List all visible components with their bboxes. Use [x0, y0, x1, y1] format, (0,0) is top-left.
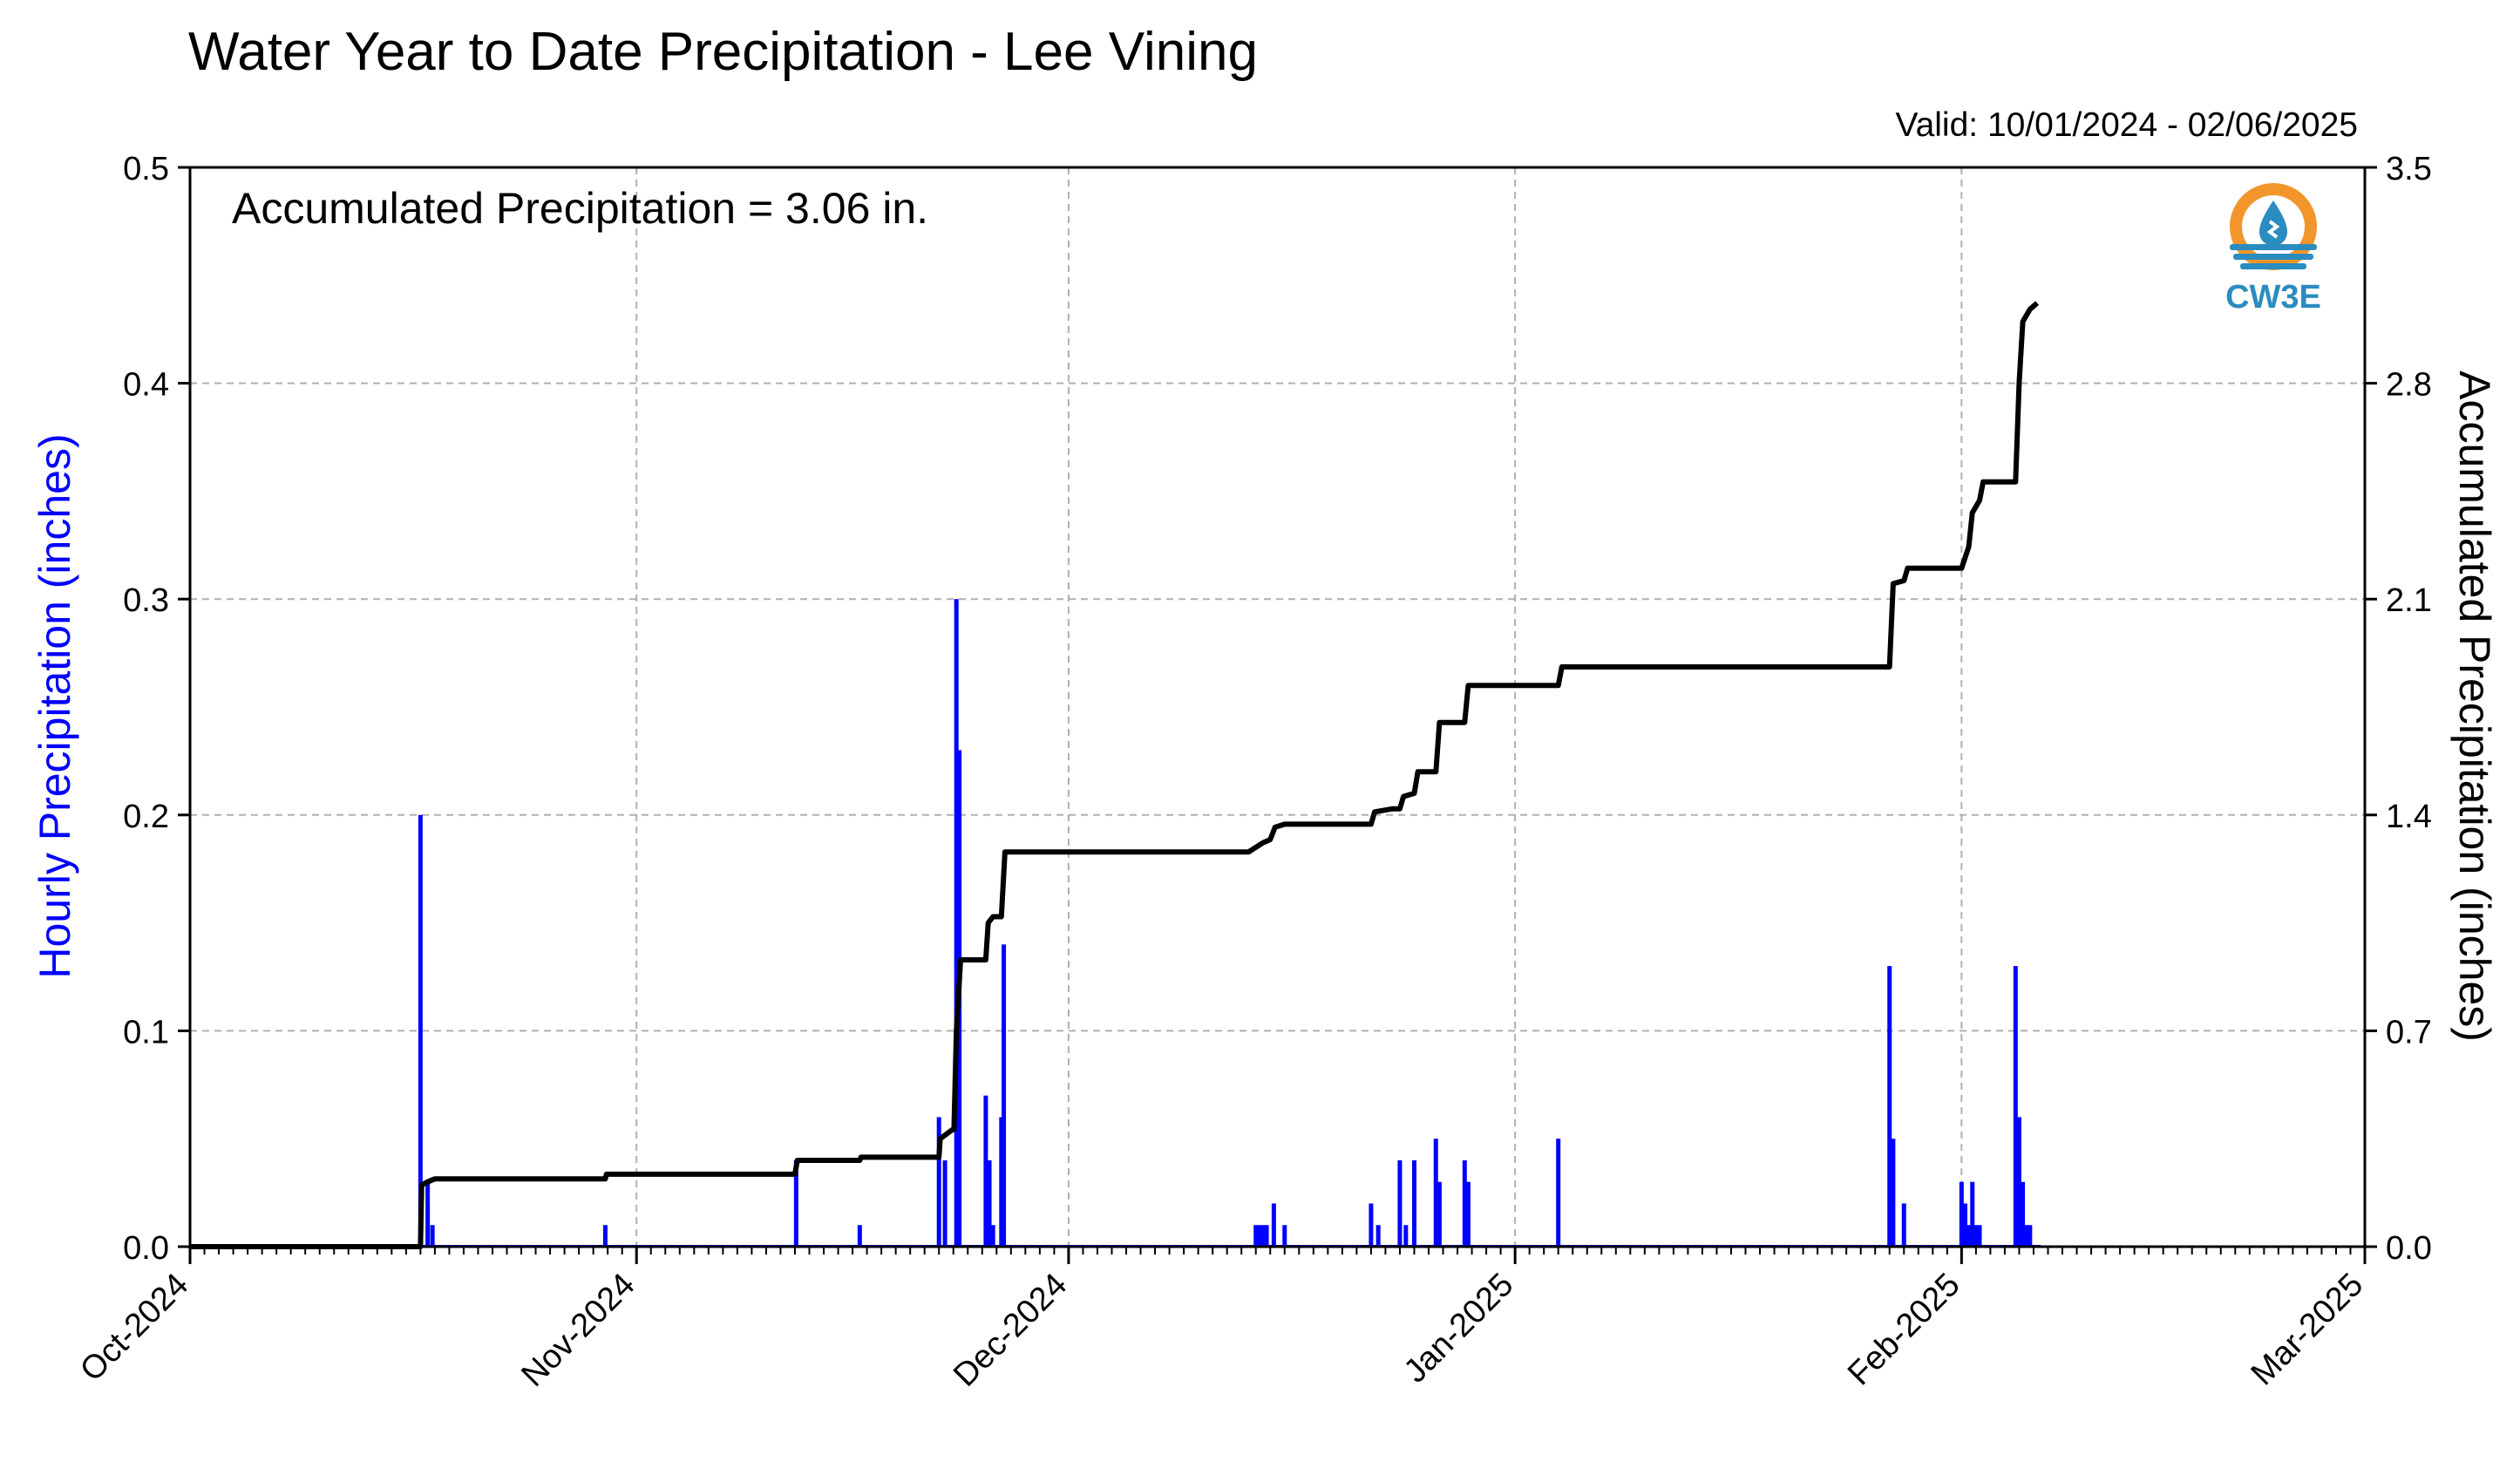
- x-tick-label: Jan-2025: [1397, 1267, 1521, 1391]
- hourly-bar: [1556, 1139, 1561, 1247]
- hourly-bar: [2013, 966, 2018, 1247]
- hourly-bar: [987, 1159, 992, 1247]
- hourly-bar: [936, 1117, 941, 1247]
- y-tick-label-left: 0.0: [123, 1230, 169, 1267]
- hourly-bar: [1411, 1159, 1416, 1247]
- hourly-bar: [1375, 1225, 1381, 1247]
- cw3e-logo: CW3E: [2221, 181, 2326, 316]
- accumulated-line: [190, 301, 2040, 1249]
- hourly-bars: [190, 599, 2041, 1247]
- y-tick-label-right: 3.5: [2386, 151, 2432, 187]
- hourly-bar: [857, 1225, 862, 1247]
- x-tick-label: Nov-2024: [514, 1267, 642, 1394]
- hourly-bar: [602, 1225, 608, 1247]
- y-tick-label-right: 2.8: [2386, 367, 2432, 404]
- hourly-bar: [1465, 1181, 1471, 1247]
- x-tick-label: Dec-2024: [947, 1267, 1074, 1394]
- valid-date-range: Valid: 10/01/2024 - 02/06/2025: [1895, 106, 2358, 144]
- y-axis-label-left: Hourly Precipitation (inches): [31, 433, 79, 978]
- hourly-bar: [1433, 1139, 1438, 1247]
- hourly-bar: [1397, 1159, 1403, 1247]
- hourly-bar: [1962, 1203, 1967, 1247]
- hourly-bar: [954, 599, 959, 1247]
- hourly-bar: [1959, 1181, 1964, 1247]
- hourly-bar: [983, 1095, 988, 1247]
- grid-lines: [190, 167, 2365, 1247]
- hourly-bar: [2021, 1181, 2026, 1247]
- accumulated-precip-line: [190, 301, 2040, 1249]
- y-tick-label-right: 1.4: [2386, 799, 2432, 835]
- y-tick-label-right: 0.7: [2386, 1014, 2432, 1051]
- hourly-bar: [430, 1225, 435, 1247]
- hourly-bar: [1891, 1139, 1896, 1247]
- hourly-bar: [990, 1225, 995, 1247]
- hourly-bar: [1253, 1225, 1259, 1247]
- hourly-bar: [1264, 1225, 1269, 1247]
- y-tick-label-right: 2.1: [2386, 582, 2432, 619]
- y-tick-label-left: 0.5: [123, 151, 169, 187]
- hourly-bar: [1260, 1225, 1266, 1247]
- y-axis-label-right: Accumulated Precipitation (inches): [2450, 371, 2499, 1042]
- logo-label: CW3E: [2225, 279, 2321, 316]
- y-tick-label-right: 0.0: [2386, 1230, 2432, 1267]
- hourly-bar: [1966, 1225, 1972, 1247]
- x-tick-label: Mar-2025: [2245, 1267, 2371, 1393]
- hourly-bar: [1257, 1225, 1262, 1247]
- water-drop-sun-icon: [2230, 183, 2317, 270]
- hourly-bar: [1437, 1181, 1442, 1247]
- hourly-bar: [1002, 944, 1007, 1247]
- x-tick-label: Feb-2025: [1841, 1267, 1967, 1393]
- hourly-bar: [425, 1181, 431, 1247]
- hourly-bar: [1973, 1225, 1979, 1247]
- hourly-bar: [2024, 1225, 2029, 1247]
- hourly-bar: [1977, 1225, 1982, 1247]
- hourly-bar: [1462, 1159, 1467, 1247]
- hourly-bar: [999, 1117, 1004, 1247]
- y-tick-label-left: 0.2: [123, 799, 169, 835]
- plot-frame: [188, 166, 2367, 1248]
- hourly-bar: [1970, 1181, 1975, 1247]
- hourly-bar: [2028, 1225, 2033, 1247]
- hourly-bar: [942, 1159, 948, 1247]
- hourly-bar: [1271, 1203, 1276, 1247]
- y-tick-label-left: 0.4: [123, 367, 169, 404]
- hourly-bar: [1887, 966, 1892, 1247]
- hourly-bar: [1403, 1225, 1409, 1247]
- chart-title: Water Year to Date Precipitation - Lee V…: [188, 22, 1258, 82]
- hourly-bar: [1901, 1203, 1906, 1247]
- hourly-bar: [2016, 1117, 2021, 1247]
- hourly-bar: [418, 814, 423, 1247]
- axis-ticks: [178, 166, 2377, 1264]
- x-tick-label: Oct-2024: [73, 1267, 195, 1389]
- y-tick-label-left: 0.1: [123, 1014, 169, 1051]
- hourly-bar: [1369, 1203, 1374, 1247]
- hourly-bar: [1282, 1225, 1287, 1247]
- hourly-bar: [793, 1159, 798, 1247]
- y-tick-label-left: 0.3: [123, 582, 169, 619]
- accumulated-annotation: Accumulated Precipitation = 3.06 in.: [232, 184, 928, 233]
